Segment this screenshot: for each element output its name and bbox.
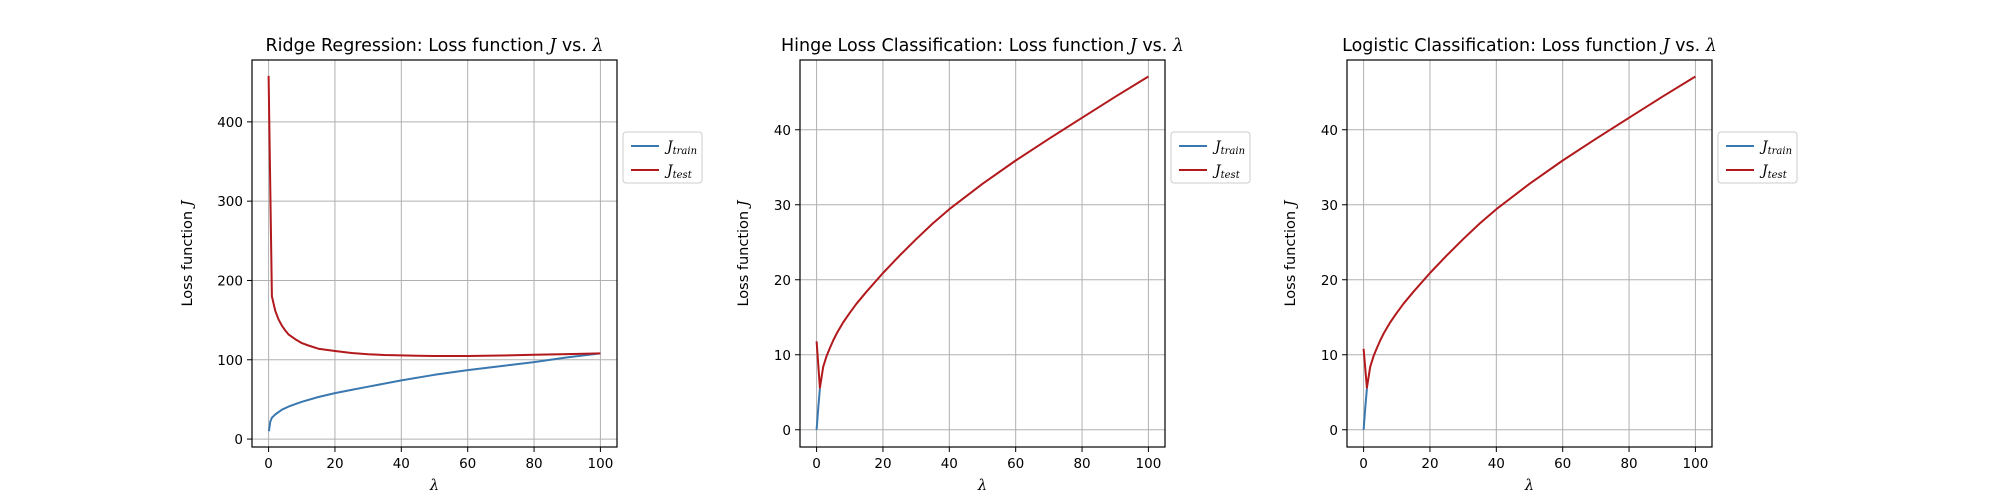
x-axis-label: λ xyxy=(429,478,439,494)
x-tick-label: 0 xyxy=(812,456,821,472)
x-tick-label: 100 xyxy=(1683,456,1709,472)
x-tick-label: 20 xyxy=(1421,456,1438,472)
y-tick-label: 20 xyxy=(1321,273,1338,289)
x-tick-label: 60 xyxy=(1007,456,1024,472)
legend: Jtrain Jtest xyxy=(1170,131,1251,184)
legend-label: Jtest xyxy=(1759,163,1788,181)
y-tick-label: 0 xyxy=(234,432,243,448)
legend-label: Jtest xyxy=(1212,163,1241,181)
y-tick-label: 40 xyxy=(774,123,791,139)
chart-panel-2: 0 20 40 60 80 100 0 10 20 30 40 Hinge Loss Classifi… xyxy=(736,36,1251,494)
chart-panel-1: 0 20 40 60 80 100 0 100 200 300 400 Ridge Regressio… xyxy=(180,36,703,494)
x-tick-label: 0 xyxy=(1359,456,1368,472)
y-tick-label: 0 xyxy=(1329,423,1338,439)
x-tick-label: 80 xyxy=(1073,456,1090,472)
y-tick-label: 300 xyxy=(217,194,243,210)
chart-title: Ridge Regression: Loss function J vs. λ xyxy=(265,36,603,56)
series-line-j-test xyxy=(1362,75,1696,389)
y-tick-label: 10 xyxy=(1321,348,1338,364)
y-axis-label: Loss function J xyxy=(1283,199,1299,306)
x-tick-label: 60 xyxy=(459,456,476,472)
chart-title: Logistic Classification: Loss function J… xyxy=(1342,36,1717,56)
y-tick-label: 30 xyxy=(774,198,791,214)
series-line-j-train xyxy=(267,352,601,432)
legend-label: Jtrain xyxy=(1759,139,1792,157)
x-tick-label: 100 xyxy=(588,456,614,472)
chart-panel-3: 0 20 40 60 80 100 0 10 20 30 40 Logistic Classifica… xyxy=(1283,36,1798,494)
y-tick-label: 100 xyxy=(217,353,243,369)
x-tick-label: 80 xyxy=(1620,456,1637,472)
y-tick-label: 0 xyxy=(782,423,791,439)
x-tick-label: 0 xyxy=(264,456,273,472)
legend-label: Jtest xyxy=(664,163,693,181)
legend: Jtrain Jtest xyxy=(622,131,703,184)
series-line-j-test xyxy=(815,75,1149,389)
series-line-j-test xyxy=(267,75,601,357)
y-tick-label: 20 xyxy=(774,273,791,289)
x-tick-label: 80 xyxy=(525,456,542,472)
plot-frame xyxy=(1346,59,1713,448)
y-tick-label: 400 xyxy=(217,115,243,131)
series-line-j-train xyxy=(815,388,821,430)
legend-label: Jtrain xyxy=(1212,139,1245,157)
chart-title: Hinge Loss Classification: Loss function… xyxy=(781,36,1184,56)
legend-label: Jtrain xyxy=(664,139,697,157)
y-tick-label: 30 xyxy=(1321,198,1338,214)
series-line-j-train xyxy=(1362,388,1368,430)
x-tick-label: 40 xyxy=(393,456,410,472)
x-tick-label: 40 xyxy=(1488,456,1505,472)
x-tick-label: 40 xyxy=(941,456,958,472)
x-axis-label: λ xyxy=(977,478,987,494)
x-tick-label: 60 xyxy=(1554,456,1571,472)
y-axis-label: Loss function J xyxy=(180,199,196,306)
y-tick-label: 200 xyxy=(217,273,243,289)
x-axis-label: λ xyxy=(1524,478,1534,494)
y-axis-label: Loss function J xyxy=(736,199,752,306)
y-tick-label: 10 xyxy=(774,348,791,364)
x-tick-label: 20 xyxy=(874,456,891,472)
x-tick-label: 20 xyxy=(326,456,343,472)
legend: Jtrain Jtest xyxy=(1717,131,1798,184)
plot-frame xyxy=(251,59,618,448)
plot-frame xyxy=(799,59,1166,448)
x-tick-label: 100 xyxy=(1136,456,1162,472)
y-tick-label: 40 xyxy=(1321,123,1338,139)
